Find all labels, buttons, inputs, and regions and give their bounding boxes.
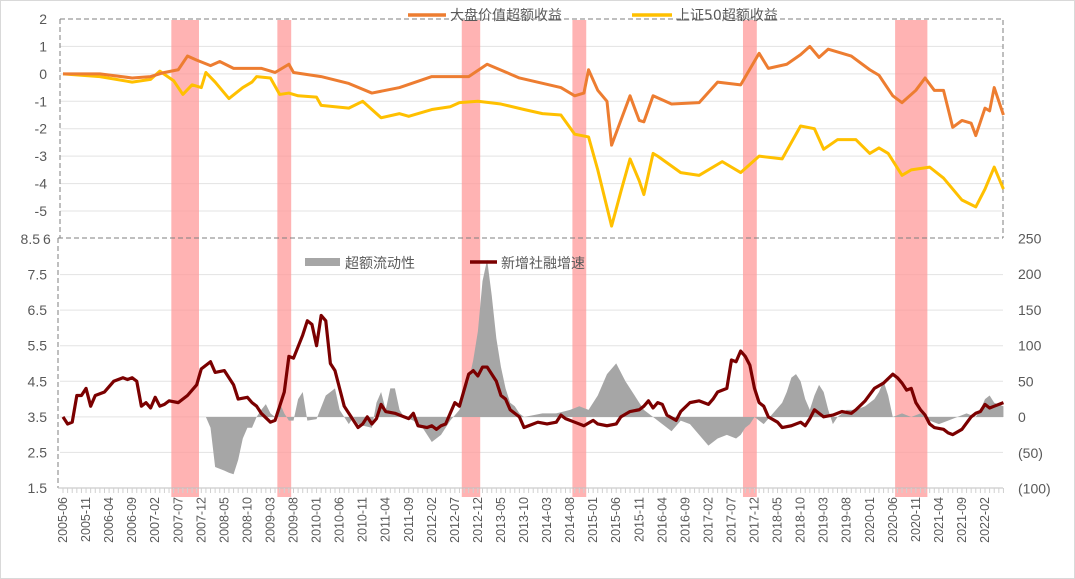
x-tick-label: 2017-07 bbox=[724, 497, 738, 543]
x-tick-label: 2010-01 bbox=[310, 497, 324, 543]
top-panel-frame bbox=[59, 18, 1004, 238]
y-tick-right: (50) bbox=[1018, 445, 1043, 461]
x-tick-label: 2009-03 bbox=[263, 497, 277, 543]
x-tick-label: 2014-03 bbox=[540, 497, 554, 543]
y-tick-left: 4.5 bbox=[28, 373, 48, 389]
x-tick-label: 2012-02 bbox=[425, 497, 439, 543]
y-tick-top: -4 bbox=[35, 176, 48, 192]
x-tick-label: 2020-11 bbox=[909, 497, 923, 542]
shaded-period-band bbox=[895, 20, 928, 497]
x-tick-label: 2013-05 bbox=[494, 497, 508, 543]
x-tick-label: 2017-02 bbox=[701, 497, 715, 543]
y-tick-right: 150 bbox=[1018, 302, 1042, 318]
y-tick-left: 8.5 bbox=[21, 231, 41, 247]
x-tick-label: 2006-09 bbox=[125, 497, 139, 543]
legend-label-large-cap-value: 大盘价值超额收益 bbox=[450, 7, 562, 24]
x-tick-label: 2022-02 bbox=[978, 497, 992, 543]
y-tick-top: -5 bbox=[35, 203, 48, 219]
y-tick-right: 100 bbox=[1018, 338, 1042, 354]
x-tick-label: 2018-10 bbox=[794, 497, 808, 543]
x-tick-label: 2010-06 bbox=[333, 497, 347, 543]
y-tick-top: 0 bbox=[39, 66, 47, 82]
x-tick-label: 2008-10 bbox=[240, 497, 254, 543]
x-tick-label: 2011-09 bbox=[402, 497, 416, 542]
x-tick-label: 2009-08 bbox=[287, 497, 301, 543]
social-financing-growth-line bbox=[61, 313, 1005, 437]
x-tick-label: 2015-01 bbox=[586, 497, 600, 543]
x-tick-label: 2005-11 bbox=[79, 497, 93, 542]
y-tick-left: 3.5 bbox=[28, 409, 48, 425]
y-tick-left: 5.5 bbox=[28, 338, 48, 354]
x-tick-label: 2005-06 bbox=[56, 497, 70, 543]
y-tick-top: -3 bbox=[35, 148, 48, 164]
y-tick-overlap: 6 bbox=[43, 231, 51, 247]
y-tick-left: 7.5 bbox=[28, 267, 48, 283]
x-tick-label: 2019-03 bbox=[817, 497, 831, 543]
y-tick-right: 0 bbox=[1018, 409, 1026, 425]
y-tick-top: 2 bbox=[39, 11, 47, 27]
x-tick-label: 2014-08 bbox=[563, 497, 577, 543]
x-tick-label: 2013-10 bbox=[517, 497, 531, 543]
x-tick-label: 2018-05 bbox=[771, 497, 785, 543]
legend-swatch-excess-liquidity bbox=[305, 258, 340, 266]
legend-label-excess-liquidity: 超额流动性 bbox=[345, 256, 415, 272]
y-tick-left: 1.5 bbox=[28, 480, 48, 496]
x-tick-label: 2017-12 bbox=[748, 497, 762, 543]
x-tick-label: 2015-11 bbox=[632, 497, 646, 542]
y-tick-right: 250 bbox=[1018, 230, 1042, 246]
legend-label-social-financing: 新增社融增速 bbox=[501, 256, 585, 272]
y-tick-right: (100) bbox=[1018, 481, 1051, 497]
x-tick-label: 2007-12 bbox=[194, 497, 208, 543]
x-tick-label: 2007-02 bbox=[148, 497, 162, 543]
x-tick-label: 2016-09 bbox=[678, 497, 692, 543]
sse50-excess-return-line bbox=[62, 69, 1005, 228]
x-tick-label: 2006-04 bbox=[102, 497, 116, 543]
shaded-period-band bbox=[277, 20, 292, 497]
shaded-period-band bbox=[171, 20, 199, 497]
x-tick-label: 2015-06 bbox=[609, 497, 623, 543]
shaded-period-band bbox=[572, 20, 587, 497]
x-tick-label: 2010-11 bbox=[356, 497, 370, 542]
x-tick-label: 2021-09 bbox=[955, 497, 969, 543]
large-cap-value-excess-return-line bbox=[63, 44, 1005, 147]
y-tick-left: 6.5 bbox=[28, 302, 48, 318]
y-tick-left: 2.5 bbox=[28, 444, 48, 460]
y-tick-top: -1 bbox=[35, 93, 48, 109]
x-tick-label: 2019-08 bbox=[840, 497, 854, 543]
x-tick-label: 2007-07 bbox=[171, 497, 185, 543]
x-tick-label: 2012-07 bbox=[448, 497, 462, 543]
y-tick-top: -2 bbox=[35, 121, 48, 137]
x-tick-label: 2008-05 bbox=[217, 497, 231, 543]
x-tick-label: 2011-04 bbox=[379, 497, 393, 542]
shaded-period-band bbox=[461, 20, 481, 497]
legend-label-sse50: 上证50超额收益 bbox=[676, 8, 778, 24]
x-tick-label: 2021-04 bbox=[932, 497, 946, 543]
x-tick-label: 2016-04 bbox=[655, 497, 669, 543]
x-tick-label: 2012-12 bbox=[471, 497, 485, 543]
x-tick-label: 2020-06 bbox=[886, 497, 900, 543]
y-tick-top: 1 bbox=[39, 38, 47, 54]
y-tick-right: 50 bbox=[1018, 373, 1034, 389]
bottom-panel-frame bbox=[57, 237, 1003, 488]
y-tick-right: 200 bbox=[1018, 266, 1042, 282]
x-tick-label: 2020-01 bbox=[863, 497, 877, 543]
